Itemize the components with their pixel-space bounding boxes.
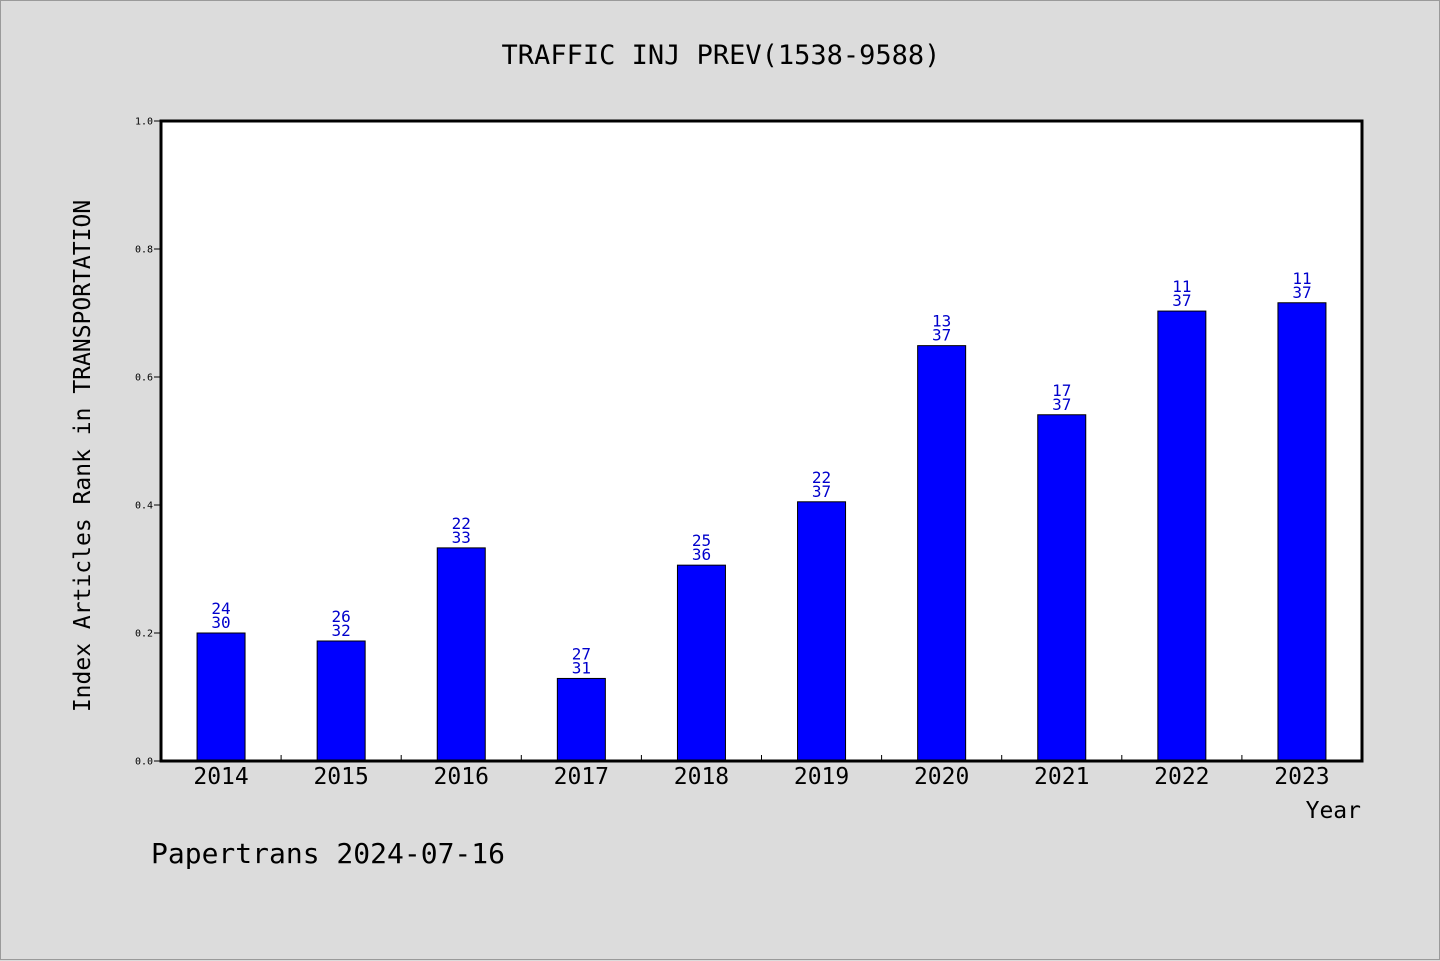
data-label-total-2014: 30 xyxy=(211,613,230,632)
bar-2019 xyxy=(797,501,847,762)
x-tick-label-2023: 2023 xyxy=(1274,764,1329,790)
data-label-rank-2021: 17 xyxy=(1052,381,1071,400)
bar-2020 xyxy=(917,345,967,762)
footer-source-date: Papertrans 2024-07-16 xyxy=(151,837,505,870)
bar-2023 xyxy=(1277,302,1327,762)
data-label-rank-2022: 11 xyxy=(1172,277,1191,296)
bar-2017 xyxy=(556,677,606,762)
y-tick-label-2: 0.4 xyxy=(135,501,153,512)
data-label-rank-2019: 22 xyxy=(812,468,831,487)
x-tick-label-2014: 2014 xyxy=(193,764,248,790)
data-label-rank-2017: 27 xyxy=(572,644,591,663)
data-label-total-2015: 32 xyxy=(332,621,351,640)
data-label-total-2018: 36 xyxy=(692,545,711,564)
data-label-rank-2023: 11 xyxy=(1292,269,1311,288)
bar-2021 xyxy=(1037,414,1087,762)
bar-2022 xyxy=(1157,310,1207,762)
data-label-total-2017: 31 xyxy=(572,658,591,677)
data-label-total-2016: 33 xyxy=(452,528,471,547)
y-tick-label-5: 1.0 xyxy=(135,117,153,128)
data-label-rank-2018: 25 xyxy=(692,531,711,550)
y-tick-label-1: 0.2 xyxy=(135,629,153,640)
data-label-rank-2015: 26 xyxy=(332,607,351,626)
data-label-total-2022: 37 xyxy=(1172,291,1191,310)
chart-title: TRAFFIC INJ PREV(1538-9588) xyxy=(502,40,941,71)
x-tick-label-2017: 2017 xyxy=(554,764,609,790)
y-tick-label-0: 0.0 xyxy=(135,757,153,768)
data-label-total-2020: 37 xyxy=(932,326,951,345)
bar-2016 xyxy=(436,547,486,762)
x-tick-label-2021: 2021 xyxy=(1034,764,1089,790)
x-tick-label-2015: 2015 xyxy=(313,764,368,790)
x-tick-label-2016: 2016 xyxy=(434,764,489,790)
plot-border xyxy=(159,119,1364,763)
y-tick-label-4: 0.8 xyxy=(135,245,153,256)
data-label-rank-2014: 24 xyxy=(211,599,230,618)
x-tick-label-2019: 2019 xyxy=(794,764,849,790)
data-label-total-2023: 37 xyxy=(1292,283,1311,302)
bar-2015 xyxy=(316,640,366,762)
y-tick-label-3: 0.6 xyxy=(135,373,153,384)
data-label-total-2021: 37 xyxy=(1052,395,1071,414)
y-axis-label: Index Articles Rank in TRANSPORTATION xyxy=(70,200,96,712)
x-tick-label-2020: 2020 xyxy=(914,764,969,790)
data-label-rank-2016: 22 xyxy=(452,514,471,533)
data-label-rank-2020: 13 xyxy=(932,312,951,331)
x-axis-label: Year xyxy=(1306,798,1361,824)
bar-2018 xyxy=(676,564,726,762)
bar-2014 xyxy=(196,632,246,762)
x-tick-label-2022: 2022 xyxy=(1154,764,1209,790)
data-label-total-2019: 37 xyxy=(812,482,831,501)
x-tick-label-2018: 2018 xyxy=(674,764,729,790)
